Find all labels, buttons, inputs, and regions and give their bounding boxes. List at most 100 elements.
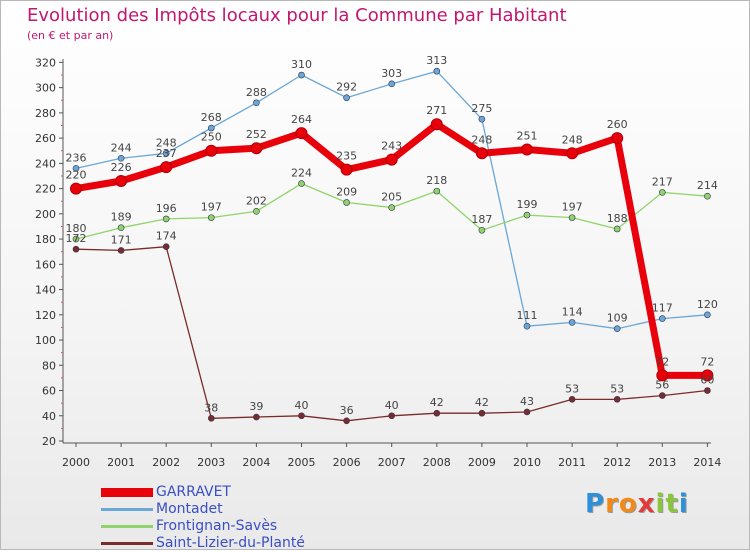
data-label-1-6: 292 [336, 81, 357, 94]
data-label-2-13: 217 [652, 175, 673, 188]
data-point-0-0 [70, 182, 82, 195]
data-point-0-6 [340, 163, 353, 176]
x-tick-label: 2008 [423, 456, 451, 469]
y-tick-label: 200 [35, 208, 56, 221]
data-point-2-8 [433, 187, 441, 195]
legend-label-frontignan-saves: Frontignan-Savès [156, 518, 278, 534]
data-label-1-4: 288 [246, 86, 267, 99]
data-label-2-4: 202 [246, 194, 267, 207]
data-label-3-11: 53 [565, 382, 579, 395]
data-point-1-14 [704, 311, 711, 319]
x-tick-label: 2013 [648, 456, 676, 469]
data-label-3-1: 171 [111, 233, 132, 246]
data-point-3-9 [478, 409, 486, 417]
data-point-2-4 [253, 208, 260, 215]
data-point-2-7 [388, 204, 396, 211]
chart-title: Evolution des Impôts locaux pour la Comm… [27, 5, 567, 26]
data-point-0-1 [115, 175, 128, 188]
data-point-3-5 [298, 412, 305, 420]
y-tick-label: 180 [35, 233, 56, 246]
data-point-1-11 [568, 319, 576, 326]
data-label-3-3: 38 [204, 401, 218, 414]
y-tick-label: 60 [42, 385, 56, 398]
data-label-3-7: 40 [385, 399, 399, 412]
y-tick-label: 280 [35, 107, 56, 120]
data-label-3-2: 174 [156, 230, 177, 243]
data-point-2-5 [298, 180, 305, 187]
data-label-2-10: 199 [517, 198, 538, 211]
data-label-2-5: 224 [291, 167, 312, 180]
data-point-3-13 [658, 392, 666, 399]
y-tick-label: 160 [35, 258, 56, 271]
data-point-2-6 [343, 199, 350, 206]
y-tick-label: 100 [35, 334, 56, 347]
data-point-3-0 [72, 245, 80, 253]
data-label-0-7: 243 [381, 140, 402, 153]
legend-label-montadet: Montadet [156, 501, 223, 517]
data-label-3-0: 172 [66, 232, 87, 245]
data-point-1-3 [208, 124, 215, 132]
data-point-2-1 [117, 224, 125, 232]
y-tick-label: 220 [35, 183, 56, 196]
data-label-0-4: 252 [246, 128, 267, 141]
x-tick-label: 2006 [333, 456, 361, 469]
data-label-1-0: 236 [66, 151, 87, 164]
logo-letter: i [678, 489, 689, 519]
data-label-2-0: 180 [66, 222, 87, 235]
data-label-0-10: 251 [517, 129, 538, 142]
data-label-1-1: 244 [111, 141, 132, 154]
data-label-1-11: 114 [562, 305, 583, 318]
x-tick-label: 2007 [378, 456, 406, 469]
data-label-3-9: 42 [475, 396, 489, 409]
data-label-3-6: 36 [340, 404, 354, 417]
data-point-0-11 [566, 147, 579, 160]
data-label-1-2: 248 [156, 136, 177, 149]
x-tick-label: 2009 [468, 456, 496, 469]
data-point-2-9 [478, 226, 486, 234]
data-label-0-5: 264 [291, 113, 312, 126]
x-tick-label: 2012 [603, 456, 631, 469]
data-label-2-3: 197 [201, 201, 222, 214]
data-label-0-8: 271 [426, 104, 447, 117]
data-point-3-7 [388, 412, 396, 420]
data-label-3-13: 56 [655, 379, 669, 392]
legend-swatch-saint-lizier-du-plante [101, 542, 153, 545]
data-label-2-11: 197 [562, 201, 583, 214]
data-point-3-10 [523, 408, 531, 416]
data-label-1-14: 120 [697, 298, 718, 311]
data-point-0-14 [701, 369, 714, 382]
x-tick-label: 2002 [152, 456, 180, 469]
legend-swatch-frontignan-saves [101, 525, 153, 528]
data-point-1-4 [253, 99, 260, 107]
data-label-0-14: 72 [700, 355, 714, 368]
data-point-2-10 [523, 211, 531, 219]
data-point-2-0 [72, 235, 80, 243]
data-point-0-4 [250, 142, 263, 155]
x-tick-label: 2010 [513, 456, 541, 469]
legend-swatch-garravet [101, 488, 153, 497]
data-point-1-1 [117, 155, 125, 162]
logo-letter: x [637, 489, 656, 519]
data-point-0-7 [385, 153, 398, 166]
x-tick-label: 2000 [62, 456, 90, 469]
data-point-0-9 [475, 147, 488, 160]
data-point-2-13 [658, 189, 666, 196]
data-label-3-4: 39 [249, 400, 263, 413]
y-tick-label: 320 [35, 56, 56, 69]
data-label-3-12: 53 [610, 382, 624, 395]
data-point-2-2 [162, 215, 170, 223]
data-label-2-7: 205 [381, 191, 402, 204]
x-tick-label: 2001 [107, 456, 135, 469]
data-label-3-10: 43 [520, 395, 534, 408]
data-point-0-12 [611, 132, 624, 145]
data-point-0-3 [205, 144, 218, 157]
data-label-0-2: 237 [156, 147, 177, 160]
data-label-0-6: 235 [336, 150, 357, 163]
data-point-1-2 [162, 149, 170, 157]
data-label-2-12: 188 [607, 212, 628, 225]
data-point-0-8 [430, 118, 443, 131]
logo-letter: o [618, 489, 638, 519]
data-label-1-3: 268 [201, 111, 222, 124]
legend-label-saint-lizier-du-plante: Saint-Lizier-du-Planté [156, 535, 305, 551]
